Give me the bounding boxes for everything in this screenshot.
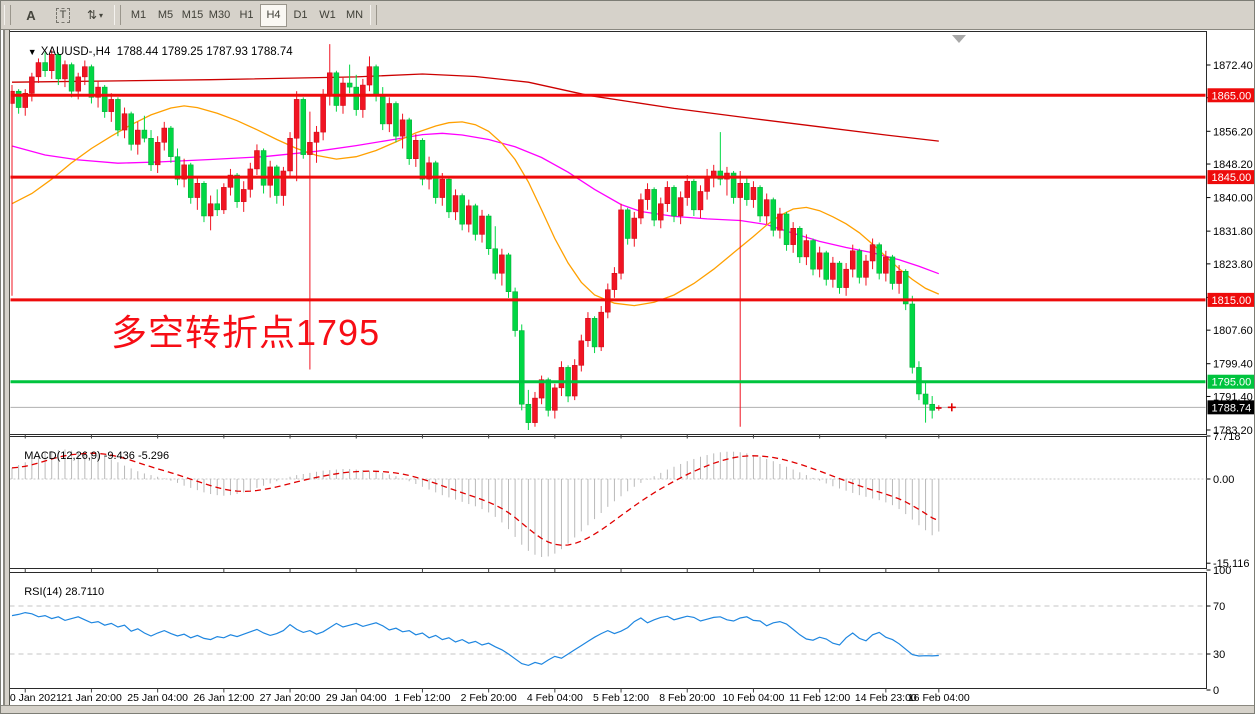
time-axis-label: 8 Feb 20:00	[659, 692, 715, 704]
rsi-scale-label: 0	[1213, 685, 1219, 697]
rsi-panel[interactable]: 100 70 30 0	[9, 565, 1232, 697]
time-axis-label: 2 Feb 20:00	[461, 692, 517, 704]
timeframe-toolbar: M1 M5 M15 M30 H1 H4 D1 W1 MN	[125, 3, 368, 27]
price-badge-text: 1845.00	[1212, 172, 1252, 184]
horizontal-level-lines[interactable]	[10, 93, 1207, 384]
price-badge-1865.00	[1207, 88, 1254, 103]
timeframe-button-m1[interactable]: M1	[130, 9, 147, 21]
price-tick-label: 1840.00	[1213, 193, 1253, 205]
ma-mid-line	[11, 132, 940, 275]
font-tool-button[interactable]: A	[16, 4, 46, 26]
rsi-line	[11, 611, 939, 667]
price-tick-label: 1823.80	[1213, 259, 1253, 271]
price-tick-label: 1807.60	[1213, 325, 1253, 337]
timeframe-button-h1[interactable]: H1	[239, 9, 254, 21]
time-axis-label: 26 Jan 12:00	[193, 692, 254, 704]
price-badge-1788.74	[1207, 400, 1254, 415]
time-axis-label: 21 Jan 20:00	[61, 692, 122, 704]
time-axis-label: 16 Feb 04:00	[908, 692, 970, 704]
macd-histogram	[11, 449, 940, 557]
macd-values: -9.436 -5.296	[103, 450, 170, 462]
window-left-edge	[3, 29, 10, 705]
price-badge-1795.00	[1207, 374, 1254, 389]
toolbar-grip[interactable]	[4, 5, 11, 25]
rsi-name: RSI(14)	[24, 586, 63, 598]
price-badge-text: 1788.74	[1212, 402, 1252, 414]
macd-indicator-label: MACD(12,26,9) -9.436 -5.296	[12, 438, 169, 474]
symbol-ohlc-line: ▼ XAUUSD-,H4 1788.44 1789.25 1787.93 1788…	[15, 34, 293, 70]
rsi-indicator-label: RSI(14) 28.7110	[12, 574, 104, 610]
ma-fast-line	[11, 105, 940, 307]
macd-scale-label: 7.718	[1213, 431, 1241, 443]
macd-name: MACD(12,26,9)	[24, 450, 101, 462]
window-bottom-edge	[1, 705, 1254, 713]
price-tick-label: 1831.80	[1213, 226, 1253, 238]
price-badge-1815.00	[1207, 292, 1254, 307]
time-axis-label: 14 Feb 23:00	[855, 692, 917, 704]
price-badge-text: 1815.00	[1212, 295, 1252, 307]
chart-canvas[interactable]: 1872.401864.401856.201848.201840.001831.…	[1, 29, 1255, 714]
price-tick-label: 1783.20	[1213, 425, 1253, 437]
chart-area[interactable]: 1872.401864.401856.201848.201840.001831.…	[1, 29, 1254, 708]
rsi-scale-label: 30	[1213, 649, 1225, 661]
timeframe-button-w1[interactable]: W1	[319, 9, 336, 21]
time-axis-label: 25 Jan 04:00	[127, 692, 188, 704]
timeframe-button-mn[interactable]: MN	[345, 9, 364, 21]
price-badge-1845.00	[1207, 170, 1254, 185]
price-tick-label: 1799.40	[1213, 359, 1253, 371]
toolbar-separator-2	[370, 5, 377, 25]
price-tick-label: 1848.20	[1213, 159, 1253, 171]
chevron-down-icon: ▾	[99, 10, 104, 20]
rsi-scale-label: 100	[1213, 565, 1231, 577]
macd-signal-line	[11, 452, 940, 546]
toolbar-separator	[114, 5, 121, 25]
arrows-tool-icon: ⇅	[86, 8, 98, 22]
candles-layer	[10, 44, 942, 430]
chart-text-annotation: 多空转折点1795	[111, 312, 381, 353]
arrows-tool-button[interactable]: ⇅ ▾	[80, 4, 110, 26]
symbol-ohlc-text: XAUUSD-,H4 1788.44 1789.25 1787.93 1788.…	[40, 46, 293, 58]
price-tick-label: 1856.20	[1213, 126, 1253, 138]
timeframe-button-m5[interactable]: M5	[157, 9, 174, 21]
chart-shift-icon[interactable]	[952, 35, 966, 43]
price-badge-text: 1865.00	[1212, 90, 1252, 102]
toolbar: A T ⇅ ▾ M1 M5 M15 M30 H1 H4 D1 W1 MN	[1, 1, 1254, 30]
time-axis-label: 1 Feb 12:00	[394, 692, 450, 704]
time-axis-label: 29 Jan 04:00	[326, 692, 387, 704]
text-tool-button[interactable]: T	[48, 4, 78, 26]
timeframe-button-m15[interactable]: M15	[181, 9, 204, 21]
timeframe-button-m30[interactable]: M30	[208, 9, 231, 21]
time-axis: 20 Jan 2021 21 Jan 20:00 25 Jan 04:00 26 Ja…	[4, 434, 970, 704]
panel-frames	[9, 31, 1207, 689]
font-tool-icon: A	[26, 7, 36, 23]
time-axis-label: 20 Jan 2021	[4, 692, 62, 704]
timeframe-button-d1[interactable]: D1	[293, 9, 308, 21]
last-price-plus-marker	[947, 403, 956, 412]
time-axis-label: 10 Feb 04:00	[722, 692, 784, 704]
time-axis-label: 27 Jan 20:00	[260, 692, 321, 704]
price-axis: 1872.401864.401856.201848.201840.001831.…	[1206, 60, 1254, 437]
price-tick-label: 1872.40	[1213, 60, 1253, 72]
rsi-scale-label: 70	[1213, 601, 1225, 613]
time-axis-label: 11 Feb 12:00	[789, 692, 850, 704]
macd-scale-label: 0.00	[1213, 474, 1234, 486]
macd-scale-label: -15.116	[1213, 558, 1250, 570]
macd-panel[interactable]: 7.718 0.00 -15.116	[9, 431, 1250, 570]
timeframe-button-h4[interactable]: H4	[260, 3, 287, 27]
time-axis-label: 4 Feb 04:00	[527, 692, 583, 704]
symbol-dropdown-icon[interactable]: ▼	[27, 47, 37, 57]
text-tool-icon: T	[55, 7, 71, 23]
price-badge-text: 1795.00	[1212, 377, 1252, 389]
main-price-panel[interactable]	[10, 44, 1207, 430]
time-axis-label: 5 Feb 12:00	[593, 692, 649, 704]
rsi-value: 28.7110	[65, 586, 105, 598]
